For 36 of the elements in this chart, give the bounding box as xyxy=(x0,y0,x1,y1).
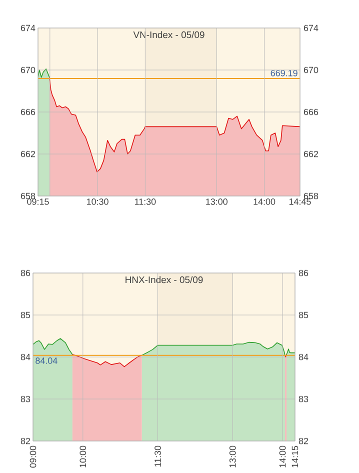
y-tick-label: 82 xyxy=(20,438,30,444)
y2-tick-label: 658 xyxy=(304,192,318,200)
y2-tick-label: 82 xyxy=(298,438,308,444)
x-tick-label: 10:00 xyxy=(80,446,86,468)
y2-tick-label: 666 xyxy=(304,108,318,116)
x-tick-label: 09:15 xyxy=(27,198,49,205)
y2-tick-label: 670 xyxy=(304,66,318,74)
y-tick-label: 84 xyxy=(20,354,30,360)
y2-tick-label: 83 xyxy=(298,396,308,402)
y-tick-label: 666 xyxy=(20,108,36,116)
y2-tick-label: 85 xyxy=(298,312,308,318)
y-tick-label: 674 xyxy=(20,24,36,32)
x-tick-label: 13:00 xyxy=(229,446,236,468)
y-tick-label: 658 xyxy=(20,192,36,200)
x-tick-label: 14:15 xyxy=(292,446,298,468)
y2-tick-label: 86 xyxy=(298,270,308,276)
x-tick-label: 10:30 xyxy=(87,198,108,205)
chart-title: HNX-Index - 05/09 xyxy=(126,276,203,284)
ref-line-label: 669.19 xyxy=(270,70,298,76)
x-tick-label: 14:45 xyxy=(289,198,311,205)
y-tick-label: 662 xyxy=(20,150,36,158)
y-tick-label: 83 xyxy=(20,396,30,402)
y-tick-label: 85 xyxy=(20,312,30,318)
chart-title: VN-Index - 05/09 xyxy=(133,31,204,38)
y2-tick-label: 674 xyxy=(304,24,318,32)
x-tick-label: 13:00 xyxy=(206,198,228,205)
x-tick-label: 14:00 xyxy=(254,198,276,205)
y2-tick-label: 662 xyxy=(304,150,318,158)
x-tick-label: 11:30 xyxy=(134,198,156,205)
ref-line-label: 84.04 xyxy=(36,358,58,364)
x-tick-label: 11:30 xyxy=(154,446,161,467)
y-tick-label: 670 xyxy=(20,66,36,74)
y-tick-label: 86 xyxy=(20,270,30,276)
x-tick-label: 09:00 xyxy=(30,446,36,468)
y2-tick-label: 84 xyxy=(298,354,308,360)
x-tick-label: 14:00 xyxy=(279,446,286,468)
